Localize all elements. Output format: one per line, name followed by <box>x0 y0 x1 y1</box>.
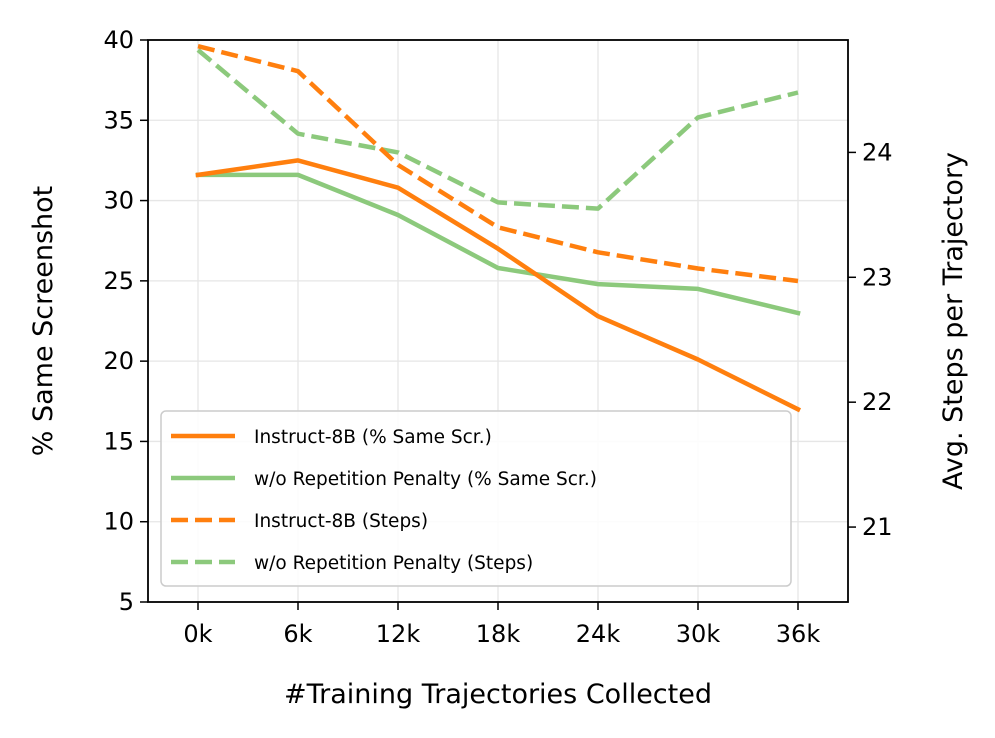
y-right-tick-label: 21 <box>862 513 893 541</box>
y-right-tick-label: 23 <box>862 263 893 291</box>
y-left-tick-label: 15 <box>103 427 134 455</box>
series-line-2 <box>197 44 799 284</box>
x-axis-title: #Training Trajectories Collected <box>284 679 712 710</box>
series-line-3 <box>196 48 799 211</box>
x-tick-label: 12k <box>376 620 421 648</box>
x-tick-label: 24k <box>576 620 621 648</box>
legend: Instruct-8B (% Same Scr.) w/o Repetition … <box>160 410 792 587</box>
y-left-tick-label: 25 <box>103 267 134 295</box>
x-tick-label: 18k <box>476 620 521 648</box>
y-left-tick-label: 10 <box>103 508 134 536</box>
y-left-tick-label: 40 <box>103 26 134 54</box>
y-left-tick-label: 35 <box>103 106 134 134</box>
x-tick-label: 6k <box>283 620 312 648</box>
y-left-tick-label: 20 <box>103 347 134 375</box>
legend-label: w/o Repetition Penalty (% Same Scr.) <box>254 469 597 490</box>
x-tick-label: 36k <box>776 620 821 648</box>
y-left-tick-label: 5 <box>119 588 134 616</box>
x-tick-label: 30k <box>676 620 721 648</box>
series-line-0 <box>195 158 802 413</box>
legend-label: Instruct-8B (Steps) <box>254 511 428 532</box>
y-axis-left-title: % Same Screenshot <box>28 186 59 457</box>
series-line-1 <box>195 172 801 316</box>
y-axis-right-title: Avg. Steps per Trajectory <box>938 152 969 490</box>
legend-label: w/o Repetition Penalty (Steps) <box>254 553 533 574</box>
y-right-tick-label: 22 <box>862 388 893 416</box>
legend-label: Instruct-8B (% Same Scr.) <box>254 427 492 448</box>
legend-box <box>160 410 792 587</box>
y-right-tick-label: 24 <box>862 138 893 166</box>
y-left-tick-label: 30 <box>103 187 134 215</box>
x-tick-label: 0k <box>183 620 212 648</box>
